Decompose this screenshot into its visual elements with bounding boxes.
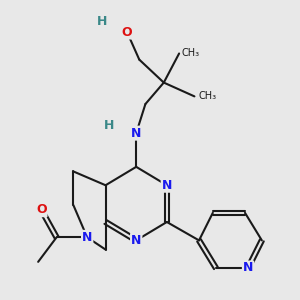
Text: O: O [122, 26, 132, 38]
Text: H: H [103, 119, 114, 132]
Text: N: N [243, 262, 253, 275]
Text: N: N [131, 127, 141, 140]
Text: H: H [97, 15, 108, 28]
Text: CH₃: CH₃ [198, 92, 216, 101]
Text: N: N [82, 231, 92, 244]
Text: CH₃: CH₃ [182, 49, 200, 58]
Text: N: N [131, 234, 141, 247]
Text: N: N [162, 179, 172, 192]
Text: O: O [36, 203, 46, 216]
